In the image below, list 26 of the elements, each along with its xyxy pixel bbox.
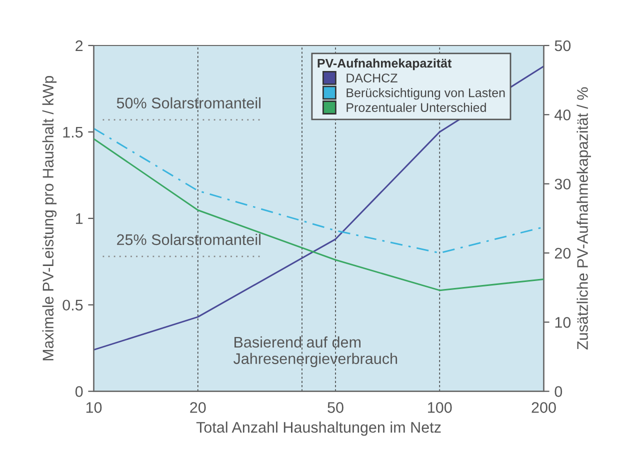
y-tick-label: 0 (75, 386, 83, 397)
y-tick-label: 2 (76, 40, 83, 52)
y2-tick-label: 10 (555, 317, 571, 328)
y-tick-label: 0.5 (62, 300, 83, 311)
legend-label: DACHCZ (346, 74, 398, 82)
y2-tick-label: 50 (554, 40, 571, 52)
x-axis-title: Total Anzahl Haushaltungen im Netz (196, 422, 441, 436)
y2-tick-label: 30 (554, 178, 571, 190)
legend-label: Berücksichtigung von Lasten (346, 88, 505, 100)
x-tick-label: 200 (532, 402, 556, 413)
y-tick-label: 1 (76, 213, 83, 224)
ref-line-label: 25% Solarstromanteil (117, 234, 260, 246)
x-tick-label: 20 (190, 402, 206, 413)
y-axis-title: Maximale PV-Leistung pro Haushalt / kWp (42, 76, 57, 360)
x-tick-label: 100 (428, 402, 452, 413)
legend-label: Prozentualer Unterschied (346, 102, 486, 112)
y-tick-label: 1.5 (63, 126, 83, 138)
x-tick-label: 50 (328, 402, 344, 413)
legend-title: PV-Aufnahmekapazität (318, 58, 452, 70)
y2-axis-title: Zusätzliche PV-Aufnahmekapazität / % (576, 87, 591, 350)
ref-line-label: 50% Solarstromanteil (116, 97, 260, 108)
x-tick-label: 10 (86, 402, 102, 413)
y2-tick-label: 0 (554, 386, 562, 397)
y2-tick-label: 40 (554, 110, 571, 120)
y2-tick-label: 20 (554, 248, 571, 259)
annotation: Basierend auf dem Jahresenergieverbrauch (233, 336, 398, 368)
